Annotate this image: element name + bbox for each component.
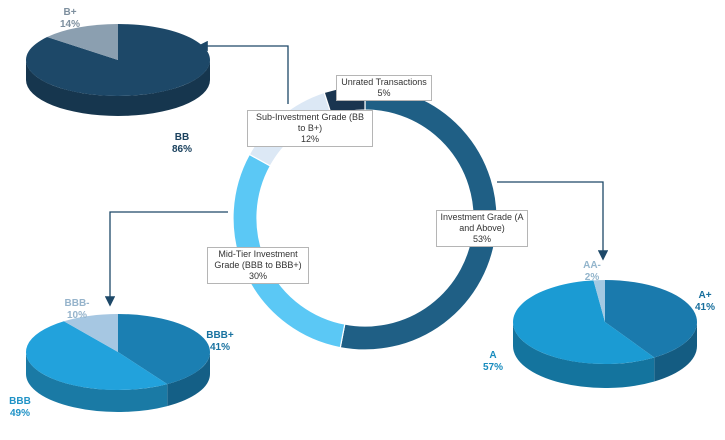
slice-value: 2% [585, 272, 600, 283]
pie-slice [605, 280, 698, 358]
pie-side [26, 352, 168, 413]
pie-side [26, 60, 210, 116]
pie-side [167, 352, 210, 407]
slice-name: A [489, 350, 496, 361]
segment-value: 12% [300, 134, 319, 144]
slice-name: BBB- [65, 298, 90, 309]
segment-name: Unrated Transactions [341, 77, 427, 87]
slice-value: 86% [172, 144, 192, 155]
slice-value: 49% [10, 408, 30, 419]
segment-label: Mid-Tier Investment Grade (BBB to BBB+) 3… [207, 247, 309, 284]
segment-value: 53% [472, 234, 491, 244]
pie-slice [25, 24, 210, 96]
slice-value: 14% [60, 19, 80, 30]
slice-value: 10% [67, 310, 87, 321]
pie-chart: A+41% A57% AA-2% [483, 260, 715, 388]
pie-slice [593, 280, 605, 322]
pie-slice [118, 314, 210, 385]
slice-name: BBB+ [206, 330, 234, 341]
slice-name: BB [175, 132, 189, 143]
segment-value: 30% [248, 271, 267, 281]
segment-label: Investment Grade (A and Above) 53% [436, 210, 528, 247]
pie-side [513, 322, 655, 388]
connector-arrows [104, 40, 609, 307]
pie-slice [63, 314, 118, 352]
pie-slice [47, 24, 119, 60]
slice-name: A+ [698, 290, 711, 301]
segment-label: Sub-Investment Grade (BB to B+) 12% [247, 110, 373, 147]
slice-value: 57% [483, 362, 503, 373]
segment-name: Investment Grade (A and Above) [440, 212, 524, 233]
slice-name: AA- [583, 260, 601, 271]
segment-name: Sub-Investment Grade (BB to B+) [255, 112, 365, 133]
pie-side [654, 322, 697, 382]
pie-slice [25, 321, 168, 391]
slice-name: BBB [9, 396, 31, 407]
slice-value: 41% [695, 302, 715, 313]
segment-value: 5% [377, 88, 391, 98]
segment-label: Unrated Transactions 5% [336, 75, 432, 101]
pie-slice [513, 280, 655, 364]
slice-name: B+ [63, 7, 76, 18]
slice-value: 41% [210, 342, 230, 353]
segment-name: Mid-Tier Investment Grade (BBB to BBB+) [214, 249, 302, 270]
